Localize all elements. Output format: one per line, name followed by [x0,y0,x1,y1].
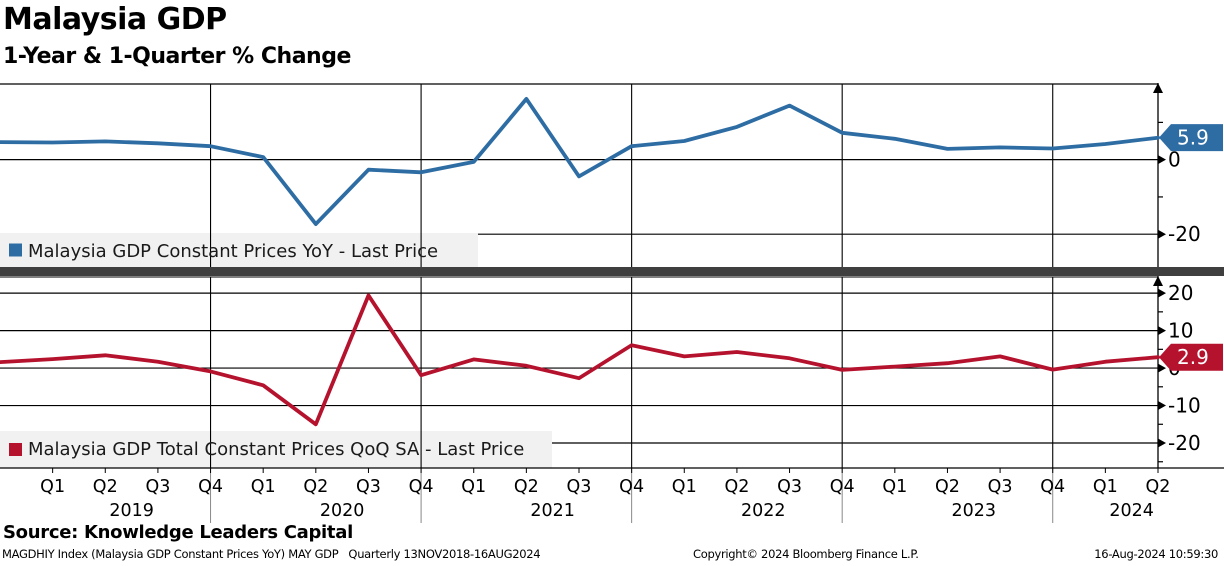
axis-tick-label: -20 [1168,222,1201,246]
x-quarter-label: Q2 [514,477,539,497]
x-quarter-label: Q4 [830,477,855,497]
axis-tick-arrow [1158,438,1166,448]
panel-separator-bar [0,267,1224,276]
axis-tick-label: 20 [1168,281,1193,305]
last-price-tag-qoq: 2.9 [1159,343,1223,371]
x-quarter-label: Q1 [672,477,697,497]
legend-box-1 [0,431,552,468]
legend-label-yoy: Malaysia GDP Constant Prices YoY - Last … [28,241,439,262]
axis-tick-arrow [1158,363,1166,373]
x-quarter-label: Q2 [1146,477,1171,497]
x-quarter-label: Q3 [145,477,170,497]
x-year-label: 2021 [530,501,575,521]
x-year-label: 2024 [1109,501,1154,521]
chart-subtitle: 1-Year & 1-Quarter % Change [3,44,351,69]
tag-value: 2.9 [1177,345,1209,369]
tag-shape [1159,124,1223,152]
x-year-label: 2019 [109,501,154,521]
x-quarter-label: Q2 [935,477,960,497]
x-year-label: 2020 [320,501,365,521]
last-price-tag-yoy: 5.9 [1159,124,1223,152]
axis-tick-arrow [1158,229,1166,239]
panel-0-hgrid [0,159,1158,235]
right-axis-1: 20100-10-20 [1153,276,1201,468]
qoq-series-line [0,293,1160,427]
x-quarter-label: Q4 [619,477,644,497]
right-axis-0: 0 -20 [1153,83,1201,267]
yoy-series-line [0,97,1160,227]
x-quarter-label: Q3 [567,477,592,497]
x-quarter-label: Q1 [882,477,907,497]
axis-tick-label: -10 [1168,394,1201,418]
legend-box-0 [0,233,478,267]
axis-tick-label: 0 [1168,148,1181,172]
x-quarter-label: Q1 [461,477,486,497]
x-quarter-label: Q3 [988,477,1013,497]
tag-value: 5.9 [1177,126,1209,150]
source-credit: Source: Knowledge Leaders Capital [3,522,353,543]
x-quarter-label: Q4 [1040,477,1065,497]
x-quarter-label: Q1 [251,477,276,497]
x-quarter-label: Q1 [40,477,65,497]
x-quarter-label: Q1 [1093,477,1118,497]
print-timestamp: 16-Aug-2024 10:59:30 [1094,547,1218,561]
axis-tick-arrow [1158,401,1166,411]
legend-label-qoq: Malaysia GDP Total Constant Prices QoQ S… [28,439,525,460]
ticker-metadata: MAGDHIY Index (Malaysia GDP Constant Pri… [2,547,541,561]
axis-arrow-up [1153,276,1163,286]
axis-tick-arrow [1158,288,1166,298]
chart-title: Malaysia GDP [3,2,227,37]
panel-1-hgrid [0,292,1158,444]
axis-tick-label: -20 [1168,431,1201,455]
axis-tick-arrow [1158,155,1166,165]
copyright-notice: Copyright© 2024 Bloomberg Finance L.P. [693,547,919,561]
tag-shape [1159,343,1223,371]
legend-marker-yoy [9,243,22,257]
x-quarter-label: Q3 [356,477,381,497]
x-year-label: 2022 [741,501,786,521]
x-quarter-label: Q2 [93,477,118,497]
x-quarter-label: Q4 [198,477,223,497]
x-quarter-label: Q4 [409,477,434,497]
x-year-label: 2023 [951,501,996,521]
axis-tick-label: 10 [1168,319,1193,343]
x-quarter-label: Q3 [777,477,802,497]
x-quarter-label: Q2 [303,477,328,497]
axis-arrow-up [1153,83,1163,93]
x-quarter-label: Q2 [724,477,749,497]
axis-tick-arrow [1158,326,1166,336]
legend-marker-qoq [9,443,22,456]
